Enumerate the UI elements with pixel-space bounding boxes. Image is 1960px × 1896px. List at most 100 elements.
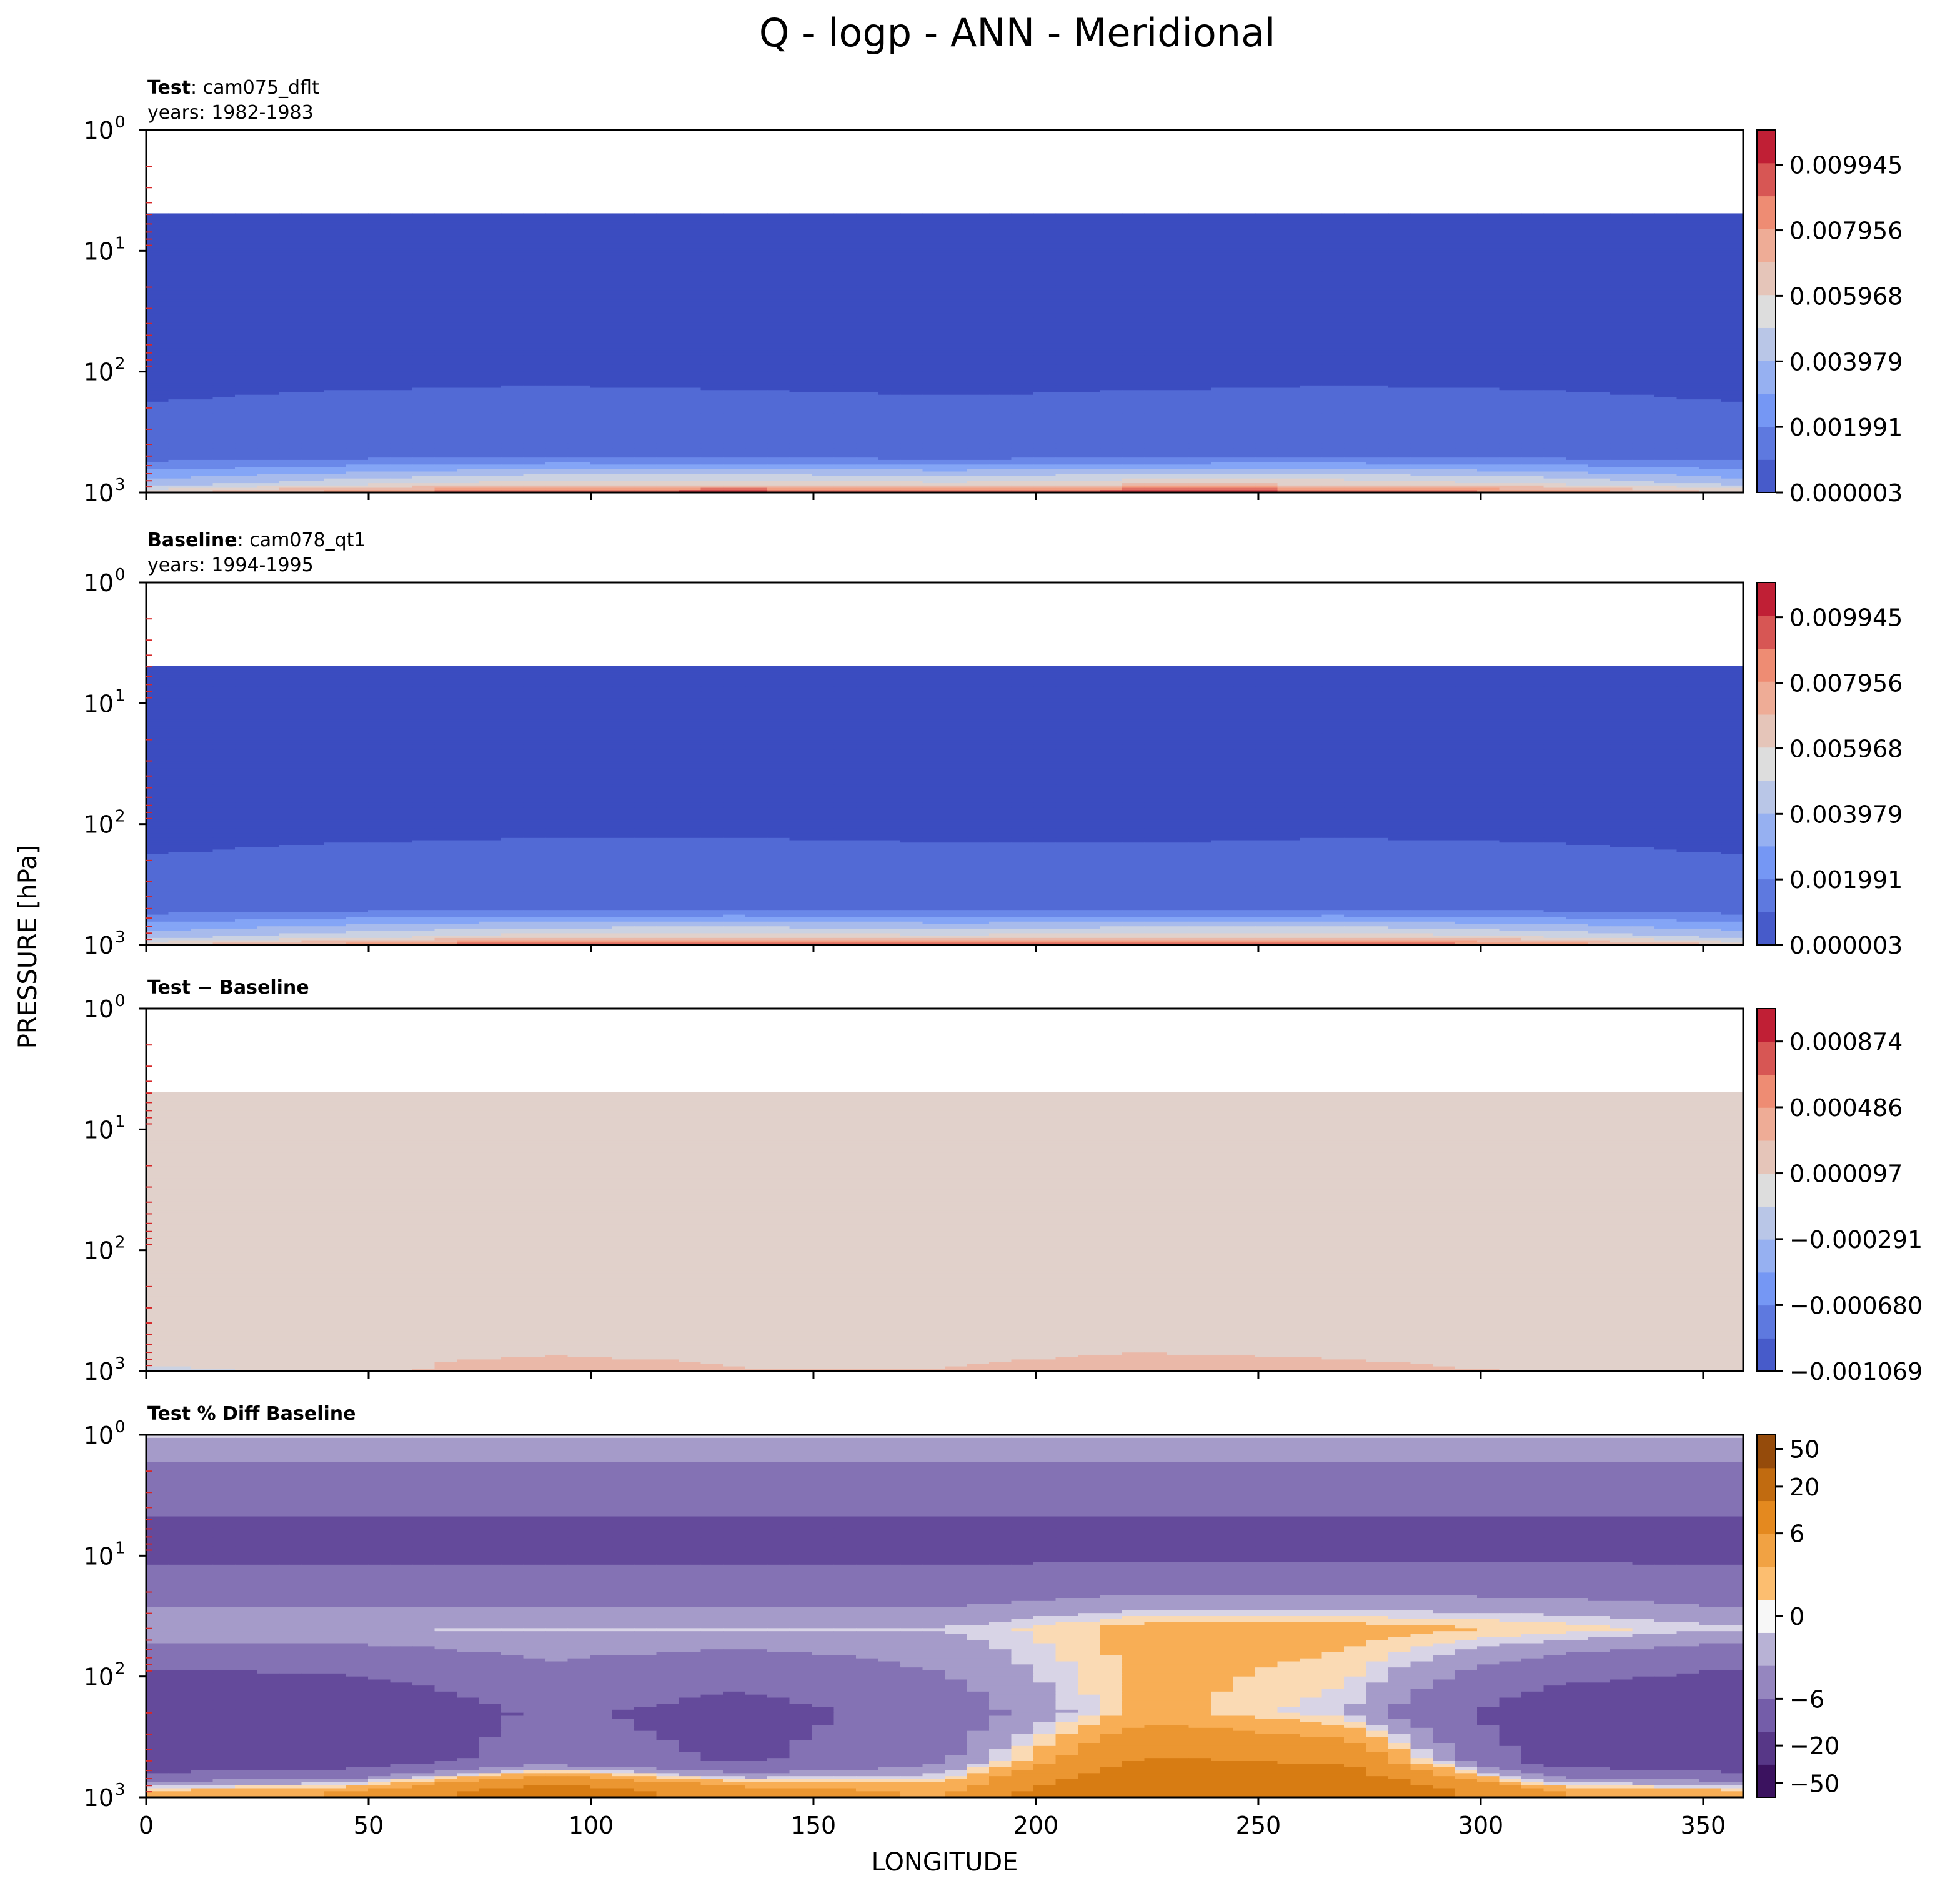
field-cell: [1632, 297, 1655, 300]
field-cell: [989, 309, 1012, 312]
field-cell: [1410, 371, 1433, 374]
field-cell: [1455, 278, 1478, 281]
field-cell: [989, 232, 1012, 235]
field-cell: [168, 346, 191, 349]
field-cell: [1610, 362, 1633, 365]
field-cell: [833, 311, 857, 314]
field-cell: [1078, 232, 1101, 235]
field-cell: [301, 352, 324, 356]
field-cell: [1721, 252, 1743, 256]
field-cell: [1033, 343, 1057, 347]
field-cell: [1433, 217, 1456, 221]
field-cell: [567, 309, 590, 312]
field-cell: [301, 213, 324, 216]
field-cell: [922, 269, 945, 272]
field-cell: [900, 317, 923, 321]
field-cell: [856, 297, 879, 300]
field-cell: [346, 269, 369, 272]
field-cell: [1188, 306, 1211, 309]
field-cell: [745, 252, 768, 256]
field-cell: [1410, 294, 1433, 298]
field-cell: [412, 339, 435, 342]
field-cell: [1410, 348, 1433, 351]
field-cell: [989, 334, 1012, 337]
field-cell: [1055, 362, 1078, 365]
field-cell: [989, 371, 1012, 374]
field-cell: [235, 322, 258, 326]
field-cell: [1455, 367, 1478, 370]
field-cell: [1033, 283, 1057, 286]
field-cell: [412, 246, 435, 249]
field-cell: [1610, 278, 1633, 281]
field-cell: [1344, 264, 1367, 267]
field-cell: [1499, 316, 1522, 319]
field-cell: [1543, 271, 1566, 274]
field-cell: [700, 259, 724, 263]
field-cell: [1144, 362, 1167, 365]
field-cell: [1277, 320, 1300, 323]
field-cell: [368, 287, 391, 291]
field-cell: [1011, 225, 1034, 228]
field-cell: [745, 276, 768, 279]
field-cell: [967, 241, 990, 244]
field-cell: [656, 304, 679, 307]
field-cell: [168, 225, 191, 228]
field-cell: [523, 334, 546, 337]
field-cell: [168, 371, 191, 374]
field-cell: [390, 339, 413, 342]
field-cell: [235, 332, 258, 335]
field-cell: [789, 329, 812, 332]
field-cell: [1122, 322, 1145, 326]
field-cell: [833, 274, 857, 277]
field-cell: [368, 301, 391, 305]
field-cell: [1543, 250, 1566, 254]
field-cell: [1588, 229, 1611, 232]
field-cell: [1366, 292, 1389, 296]
field-cell: [1632, 216, 1655, 219]
field-cell: [1100, 220, 1123, 223]
field-cell: [1211, 255, 1234, 258]
field-cell: [789, 316, 812, 319]
field-cell: [1233, 311, 1256, 314]
field-cell: [1699, 304, 1722, 307]
field-cell: [545, 359, 569, 363]
field-cell: [412, 322, 435, 326]
field-cell: [1566, 367, 1589, 370]
field-cell: [1566, 262, 1589, 265]
field-cell: [679, 229, 702, 232]
field-cell: [1255, 281, 1278, 284]
field-cell: [146, 241, 169, 244]
field-cell: [1167, 267, 1190, 270]
field-cell: [789, 229, 812, 232]
field-cell: [1188, 322, 1211, 326]
field-cell: [1233, 357, 1256, 361]
field-cell: [767, 285, 790, 289]
field-cell: [1477, 285, 1500, 289]
field-cell: [1676, 332, 1699, 335]
field-cell: [346, 236, 369, 239]
field-cell: [1477, 301, 1500, 305]
field-cell: [457, 329, 480, 332]
field-cell: [700, 325, 724, 328]
field-cell: [1632, 320, 1655, 323]
field-cell: [1521, 309, 1545, 312]
field-cell: [812, 281, 835, 284]
field-cell: [412, 220, 435, 223]
field-cell: [1300, 311, 1323, 314]
field-cell: [1388, 359, 1411, 363]
field-cell: [368, 325, 391, 328]
field-cell: [1699, 334, 1722, 337]
field-cell: [679, 232, 702, 235]
field-cell: [1521, 306, 1545, 309]
field-cell: [1433, 332, 1456, 335]
field-cell: [989, 248, 1012, 251]
field-cell: [656, 278, 679, 281]
field-cell: [501, 350, 524, 354]
field-cell: [1122, 281, 1145, 284]
field-cell: [856, 246, 879, 249]
field-cell: [235, 264, 258, 267]
field-cell: [1344, 239, 1367, 242]
field-cell: [967, 285, 990, 289]
field-cell: [346, 281, 369, 284]
field-cell: [390, 374, 413, 377]
